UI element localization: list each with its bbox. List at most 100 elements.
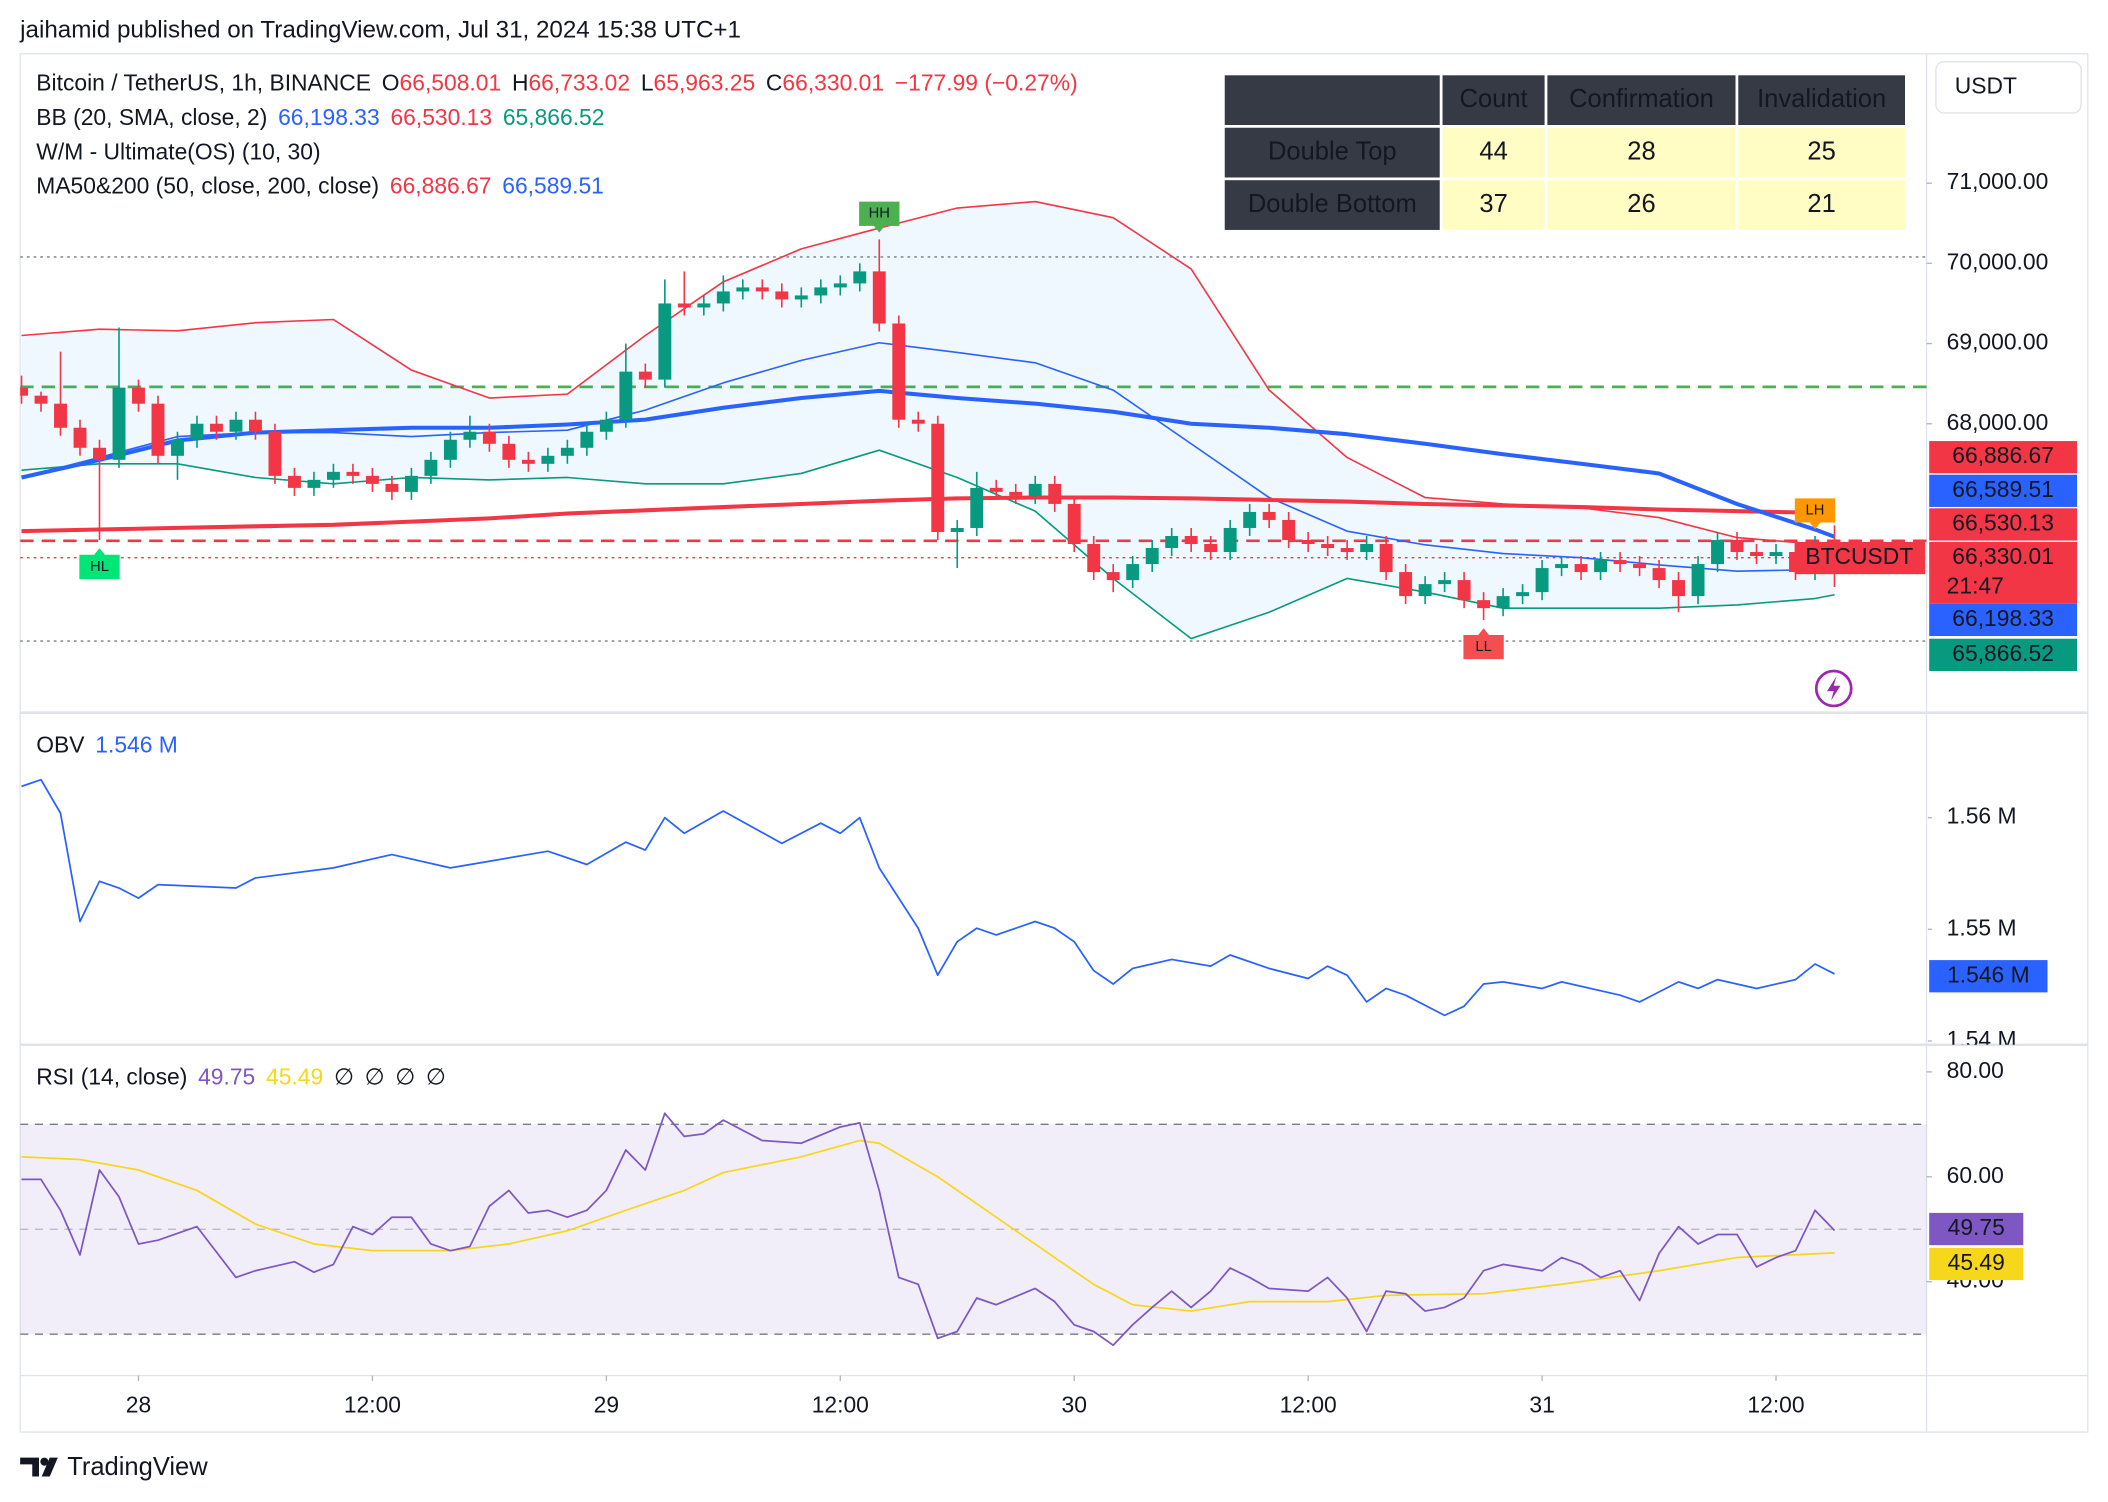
legend-value: 66,589.51: [502, 173, 604, 199]
table-cell-text: 21: [1807, 190, 1835, 218]
candle-body: [1204, 544, 1218, 553]
x-tick-label: 31: [1529, 1392, 1554, 1418]
legend-value: 45.49: [266, 1063, 323, 1089]
table-cell-text: 25: [1807, 137, 1835, 165]
axis-unit: USDT: [1955, 72, 2017, 98]
table-header: Confirmation: [1569, 85, 1714, 113]
candle-body: [424, 459, 438, 476]
candle-body: [20, 387, 28, 396]
obv-tag: [1929, 960, 2048, 993]
price-tag-label: 66,589.51: [1952, 476, 2054, 502]
obv-line: [21, 778, 1835, 1017]
candle-body: [1672, 580, 1685, 597]
candle-body: [1633, 564, 1647, 569]
candle-body: [112, 387, 126, 460]
candle-body: [716, 291, 730, 304]
x-tick-label: 12:00: [1280, 1392, 1337, 1418]
candle-body: [950, 527, 964, 532]
candle-body: [1769, 552, 1783, 557]
candle-body: [1126, 564, 1140, 581]
marker-label: LH: [1806, 502, 1825, 518]
legend-key: L: [641, 70, 654, 96]
candle-body: [1087, 544, 1101, 573]
legend-key: W/M - Ultimate(OS) (10, 30): [36, 138, 320, 164]
candle-body: [171, 439, 184, 456]
legend-value: 1.546 M: [95, 731, 178, 757]
candle-body: [658, 303, 672, 380]
candle-body: [210, 423, 223, 432]
candle-body: [989, 487, 1003, 492]
symbol-tag: [1794, 541, 1926, 575]
table-cell: [1439, 177, 1548, 233]
candle-body: [404, 475, 418, 492]
candle-body: [132, 387, 145, 404]
y-tick-label: 70,000.00: [1947, 248, 2049, 274]
candle-body: [599, 419, 613, 432]
legend-key: H: [512, 70, 528, 96]
table-header-cell: [1222, 72, 1443, 128]
candle-body: [1438, 580, 1452, 585]
price-tag: [1929, 541, 2078, 604]
price-tag-label: 66,530.13: [1952, 509, 2054, 535]
price-tag-label: 66,330.01: [1952, 543, 2054, 569]
candle-body: [1028, 483, 1042, 496]
candle-body: [775, 291, 789, 300]
x-tick-label: 30: [1062, 1392, 1087, 1418]
candle-body: [229, 419, 243, 432]
y-tick-label: 60.00: [1947, 1162, 2004, 1188]
candle-body: [872, 271, 886, 324]
axis-unit-box[interactable]: [1935, 61, 2082, 114]
y-tick-label: 1.55 M: [1947, 914, 2017, 940]
candle-body: [1750, 552, 1763, 557]
candle-body: [1165, 535, 1179, 549]
candle-body: [463, 431, 477, 440]
candle-body: [1574, 564, 1588, 573]
table-cell-text: Double Bottom: [1248, 190, 1417, 218]
legend-key: MA50&200 (50, close, 200, close): [36, 173, 379, 199]
rsi-pane: [20, 1112, 1927, 1347]
legend-key: OBV: [36, 731, 85, 757]
candle-body: [1262, 511, 1276, 520]
obv-tag-label: 1.546 M: [1947, 961, 2030, 987]
candle-body: [638, 371, 652, 380]
obv-axis: 1.54 M 1.55 M 1.56 M: [1927, 803, 2017, 1045]
table-header: Invalidation: [1757, 85, 1886, 113]
candle-body: [1223, 527, 1237, 553]
candle-body: [521, 459, 535, 464]
alert-icon[interactable]: [1814, 669, 1853, 708]
legend-key: ∅: [426, 1063, 446, 1089]
x-tick-label: 29: [594, 1392, 619, 1418]
candle-body: [1457, 580, 1471, 601]
candle-body: [1360, 544, 1374, 553]
candle-body: [1301, 540, 1315, 545]
candle-body: [287, 475, 301, 488]
marker-box: [1463, 628, 1504, 660]
candle-body: [1711, 540, 1724, 565]
candle-body: [931, 423, 945, 532]
legend-key: ∅: [365, 1063, 385, 1089]
candle-body: [619, 371, 633, 420]
candle-body: [1555, 564, 1569, 569]
candle-body: [190, 423, 204, 440]
price-tag-label: 65,866.52: [1952, 640, 2054, 666]
legend-key: C: [766, 70, 782, 96]
x-tick-label: 12:00: [812, 1392, 869, 1418]
moving-average: [21, 495, 1835, 534]
candle-body: [1106, 572, 1120, 581]
marker-label: LL: [1475, 639, 1491, 655]
candle-body: [1282, 519, 1296, 541]
marker-box: [859, 201, 900, 233]
candle-body: [814, 287, 828, 296]
candle-body: [93, 447, 106, 460]
table-cell: [1544, 125, 1739, 181]
candle-body: [677, 303, 691, 308]
candle-body: [580, 431, 594, 448]
price-tag-label: 66,886.67: [1952, 442, 2054, 468]
candle-body: [833, 283, 847, 288]
candle-body: [911, 419, 925, 424]
candle-body: [346, 471, 360, 476]
legend-value: 65,866.52: [503, 104, 605, 130]
candle-body: [1613, 560, 1627, 565]
rsi-line: [21, 1139, 1835, 1312]
